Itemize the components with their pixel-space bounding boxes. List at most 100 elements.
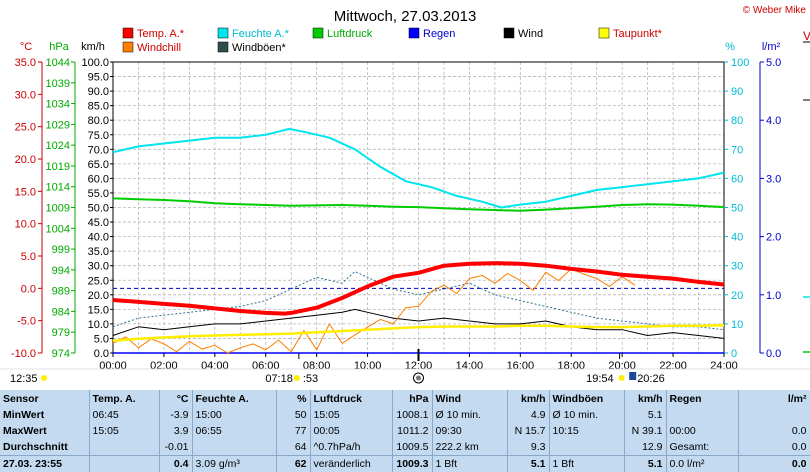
stats-cell: 5.1 [624,456,666,472]
wind-tick-label: 55.0 [88,188,109,200]
stats-cell: Ø 10 min. [432,407,507,423]
x-tick-label: 12:00 [405,360,433,372]
wind-tick-label: 5.0 [94,333,109,345]
humidity-tick-label: 30 [731,261,743,273]
copyright-label: © Weber Mike [743,5,807,16]
stats-cell [89,439,159,456]
wind-tick-label: 10.0 [88,319,109,331]
right-edge-letter: V [803,29,810,43]
x-tick-label: 14:00 [456,360,484,372]
sunrise-label: 07:18 [265,373,293,385]
stats-cell: 00:05 [310,423,392,439]
stats-cell: 64 [276,439,310,456]
temp-tick-label: -10.0 [11,348,36,360]
temp-tick-label: 30.0 [15,89,36,101]
pressure-axis-unit: hPa [49,41,69,53]
stats-header-cell: l/m² [738,390,810,407]
stats-cell: 222.2 km [432,439,507,456]
wind-tick-label: 95.0 [88,72,109,84]
rain-tick-label: 5.0 [766,57,781,69]
stats-cell: Ø 10 min. [549,407,624,423]
legend-label: Windböen* [232,42,287,54]
stats-header-cell: Luftdruck [310,390,392,407]
stats-cell: 0.0 [738,423,810,439]
stats-cell: 15:05 [89,423,159,439]
humidity-tick-label: 70 [731,144,743,156]
wind-axis-unit: km/h [81,41,105,53]
legend-label: Regen [423,28,455,40]
pressure-tick-label: 1034 [46,99,70,111]
x-tick-label: 06:00 [252,360,280,372]
moon-icon-center [416,376,421,381]
legend-label: Windchill [137,42,181,54]
stats-cell: 1 Bft [549,456,624,472]
legend-swatch [409,28,419,38]
rain-tick-label: 3.0 [766,173,781,185]
wind-tick-label: 90.0 [88,86,109,98]
stats-header-cell: Regen [666,390,738,407]
stats-header-cell: Wind [432,390,507,407]
temp-tick-label: 35.0 [15,57,36,69]
legend-swatch [218,42,228,52]
stats-row-label: MinWert [0,407,89,423]
stats-cell: 06:45 [89,407,159,423]
x-tick-label: 00:00 [99,360,127,372]
wind-tick-label: 20.0 [88,290,109,302]
wind-tick-label: 75.0 [88,130,109,142]
stats-cell: 3.09 g/m³ [192,456,276,472]
stats-cell: 0.4 [159,456,192,472]
wind-tick-label: 40.0 [88,232,109,244]
temp-tick-label: 15.0 [15,186,36,198]
wind-tick-label: 35.0 [88,246,109,258]
stats-cell: 06:55 [192,423,276,439]
pressure-tick-label: 1009 [46,203,70,215]
pressure-tick-label: 979 [52,327,70,339]
stats-row-label: 27.03. 23:55 [0,456,89,472]
x-tick-label: 02:00 [150,360,178,372]
stats-header-cell: Feuchte A. [192,390,276,407]
stats-header-cell: % [276,390,310,407]
wind-tick-label: 25.0 [88,275,109,287]
pressure-tick-label: 1039 [46,78,70,90]
legend-swatch [218,28,228,38]
sun-marker [41,375,47,381]
temp-axis-unit: °C [20,41,32,53]
legend-swatch [123,28,133,38]
humidity-tick-label: 50 [731,203,743,215]
legend-label: Wind [518,28,543,40]
legend-swatch [504,28,514,38]
temp-tick-label: 20.0 [15,154,36,166]
wind-tick-label: 60.0 [88,173,109,185]
wind-tick-label: 15.0 [88,304,109,316]
stats-cell: 0.0 l/m² [666,456,738,472]
stats-cell: veränderlich [310,456,392,472]
stats-cell: 09:30 [432,423,507,439]
stats-cell: 5.1 [624,407,666,423]
x-tick-label: 18:00 [557,360,585,372]
wind-tick-label: 50.0 [88,203,109,215]
temp-tick-label: 10.0 [15,219,36,231]
sunset-label: 19:54 [586,373,614,385]
moonrise-label: 20:26 [637,373,665,385]
temp-tick-label: 25.0 [15,122,36,134]
stats-cell [738,407,810,423]
pressure-tick-label: 989 [52,286,70,298]
moonrise-icon [629,372,636,380]
stats-header-cell: °C [159,390,192,407]
rain-tick-label: 2.0 [766,232,781,244]
humidity-tick-label: 60 [731,173,743,185]
humidity-axis-unit: % [725,41,735,53]
stats-header-cell: Windböen [549,390,624,407]
stats-cell: 1008.1 [392,407,432,423]
x-tick-label: 24:00 [710,360,738,372]
legend-label: Temp. A.* [137,28,185,40]
legend-label: Luftdruck [327,28,373,40]
stats-cell: ^0.7hPa/h [310,439,392,456]
stats-cell: 15:05 [310,407,392,423]
wind-tick-label: 0.0 [94,348,109,360]
current-time-label: 12:35 [10,373,38,385]
humidity-tick-label: 80 [731,115,743,127]
rain-tick-label: 0.0 [766,348,781,360]
stats-cell: N 39.1 [624,423,666,439]
